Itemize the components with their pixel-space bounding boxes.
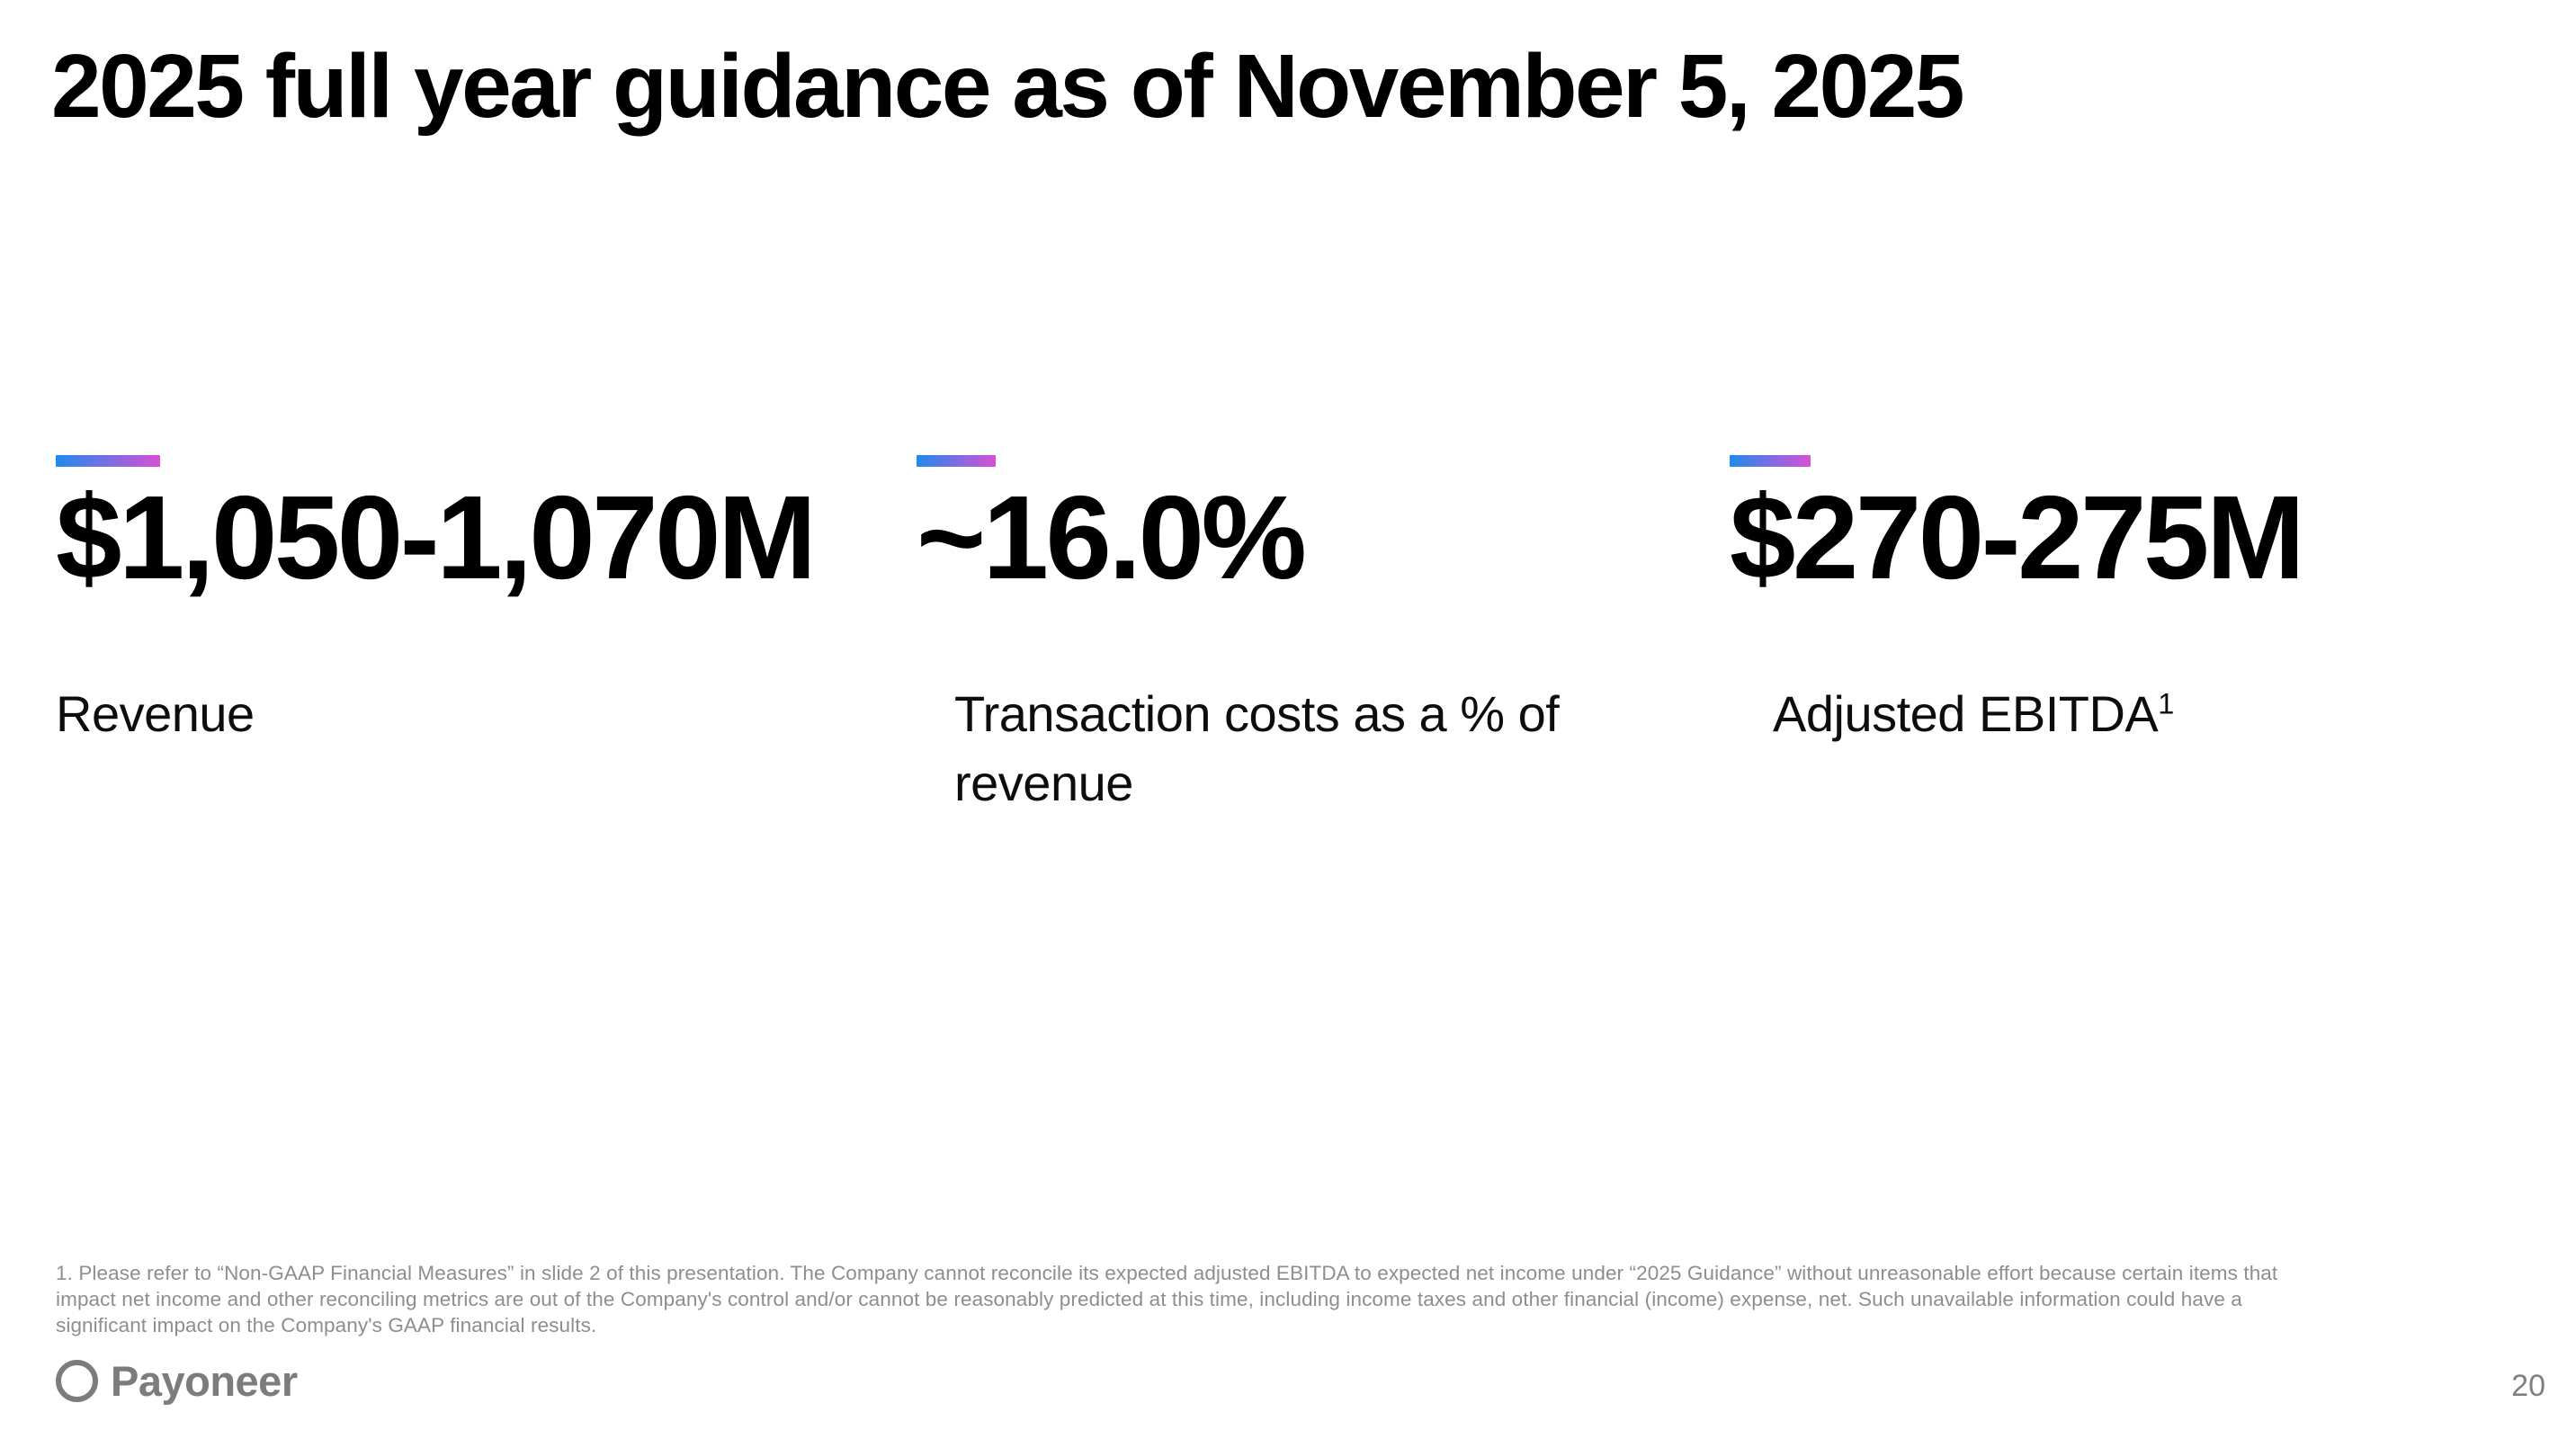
page-number: 20 (2511, 1369, 2545, 1403)
footnote-line: impact net income and other reconciling … (56, 1288, 2242, 1310)
metric-transaction-costs-value: ~16.0% (917, 471, 1307, 603)
metric-adjusted-ebitda-label: Adjusted EBITDA1 (1730, 679, 2302, 748)
metric-adjusted-ebitda: $270-275M Adjusted EBITDA1 (1730, 455, 2305, 748)
gradient-accent-bar (1730, 455, 1811, 467)
footnote: 1. Please refer to “Non-GAAP Financial M… (56, 1260, 2547, 1338)
footnote-line: 1. Please refer to “Non-GAAP Financial M… (56, 1262, 2278, 1284)
gradient-accent-bar (56, 455, 160, 467)
gradient-accent-bar (917, 455, 996, 467)
page-title: 2025 full year guidance as of November 5… (51, 36, 1964, 137)
payoneer-logo: Payoneer (56, 1360, 298, 1402)
footnote-line: significant impact on the Company's GAAP… (56, 1314, 597, 1336)
metric-transaction-costs: ~16.0% Transaction costs as a % of reven… (917, 455, 1584, 818)
metric-revenue-label: Revenue (56, 685, 255, 743)
metric-revenue: $1,050-1,070M Revenue (56, 455, 817, 748)
footnote-reference-superscript: 1 (2158, 687, 2174, 720)
payoneer-wordmark: Payoneer (111, 1357, 298, 1405)
payoneer-ring-icon (56, 1360, 98, 1402)
metric-transaction-costs-label: Transaction costs as a % of revenue (954, 685, 1560, 812)
metric-adjusted-ebitda-value: $270-275M (1730, 471, 2305, 603)
metric-revenue-value: $1,050-1,070M (56, 471, 817, 603)
metric-label-text: Adjusted EBITDA (1773, 685, 2159, 743)
